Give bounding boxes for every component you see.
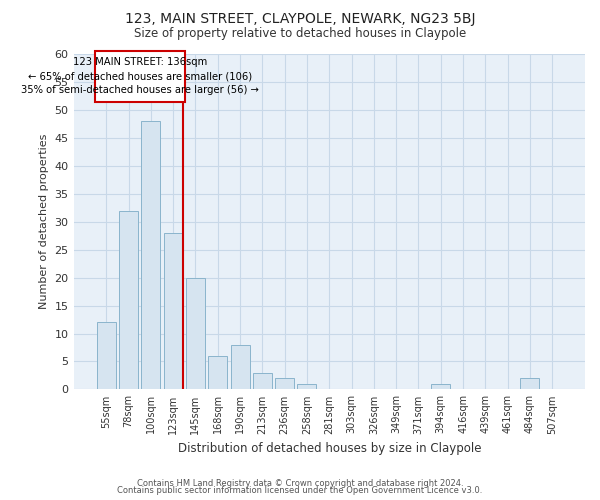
- Text: Contains public sector information licensed under the Open Government Licence v3: Contains public sector information licen…: [118, 486, 482, 495]
- FancyBboxPatch shape: [95, 51, 185, 102]
- Text: Contains HM Land Registry data © Crown copyright and database right 2024.: Contains HM Land Registry data © Crown c…: [137, 478, 463, 488]
- Bar: [431, 384, 450, 390]
- Text: 123, MAIN STREET, CLAYPOLE, NEWARK, NG23 5BJ: 123, MAIN STREET, CLAYPOLE, NEWARK, NG23…: [125, 12, 475, 26]
- Bar: [208, 356, 227, 390]
- Text: Size of property relative to detached houses in Claypole: Size of property relative to detached ho…: [134, 28, 466, 40]
- Bar: [142, 121, 160, 390]
- Y-axis label: Number of detached properties: Number of detached properties: [39, 134, 49, 310]
- Bar: [298, 384, 316, 390]
- Bar: [253, 372, 272, 390]
- Bar: [97, 322, 116, 390]
- Bar: [164, 233, 182, 390]
- X-axis label: Distribution of detached houses by size in Claypole: Distribution of detached houses by size …: [178, 442, 481, 455]
- Bar: [275, 378, 294, 390]
- Bar: [119, 210, 138, 390]
- Bar: [186, 278, 205, 390]
- Bar: [520, 378, 539, 390]
- Text: 123 MAIN STREET: 136sqm
← 65% of detached houses are smaller (106)
35% of semi-d: 123 MAIN STREET: 136sqm ← 65% of detache…: [21, 58, 259, 96]
- Bar: [230, 344, 250, 390]
